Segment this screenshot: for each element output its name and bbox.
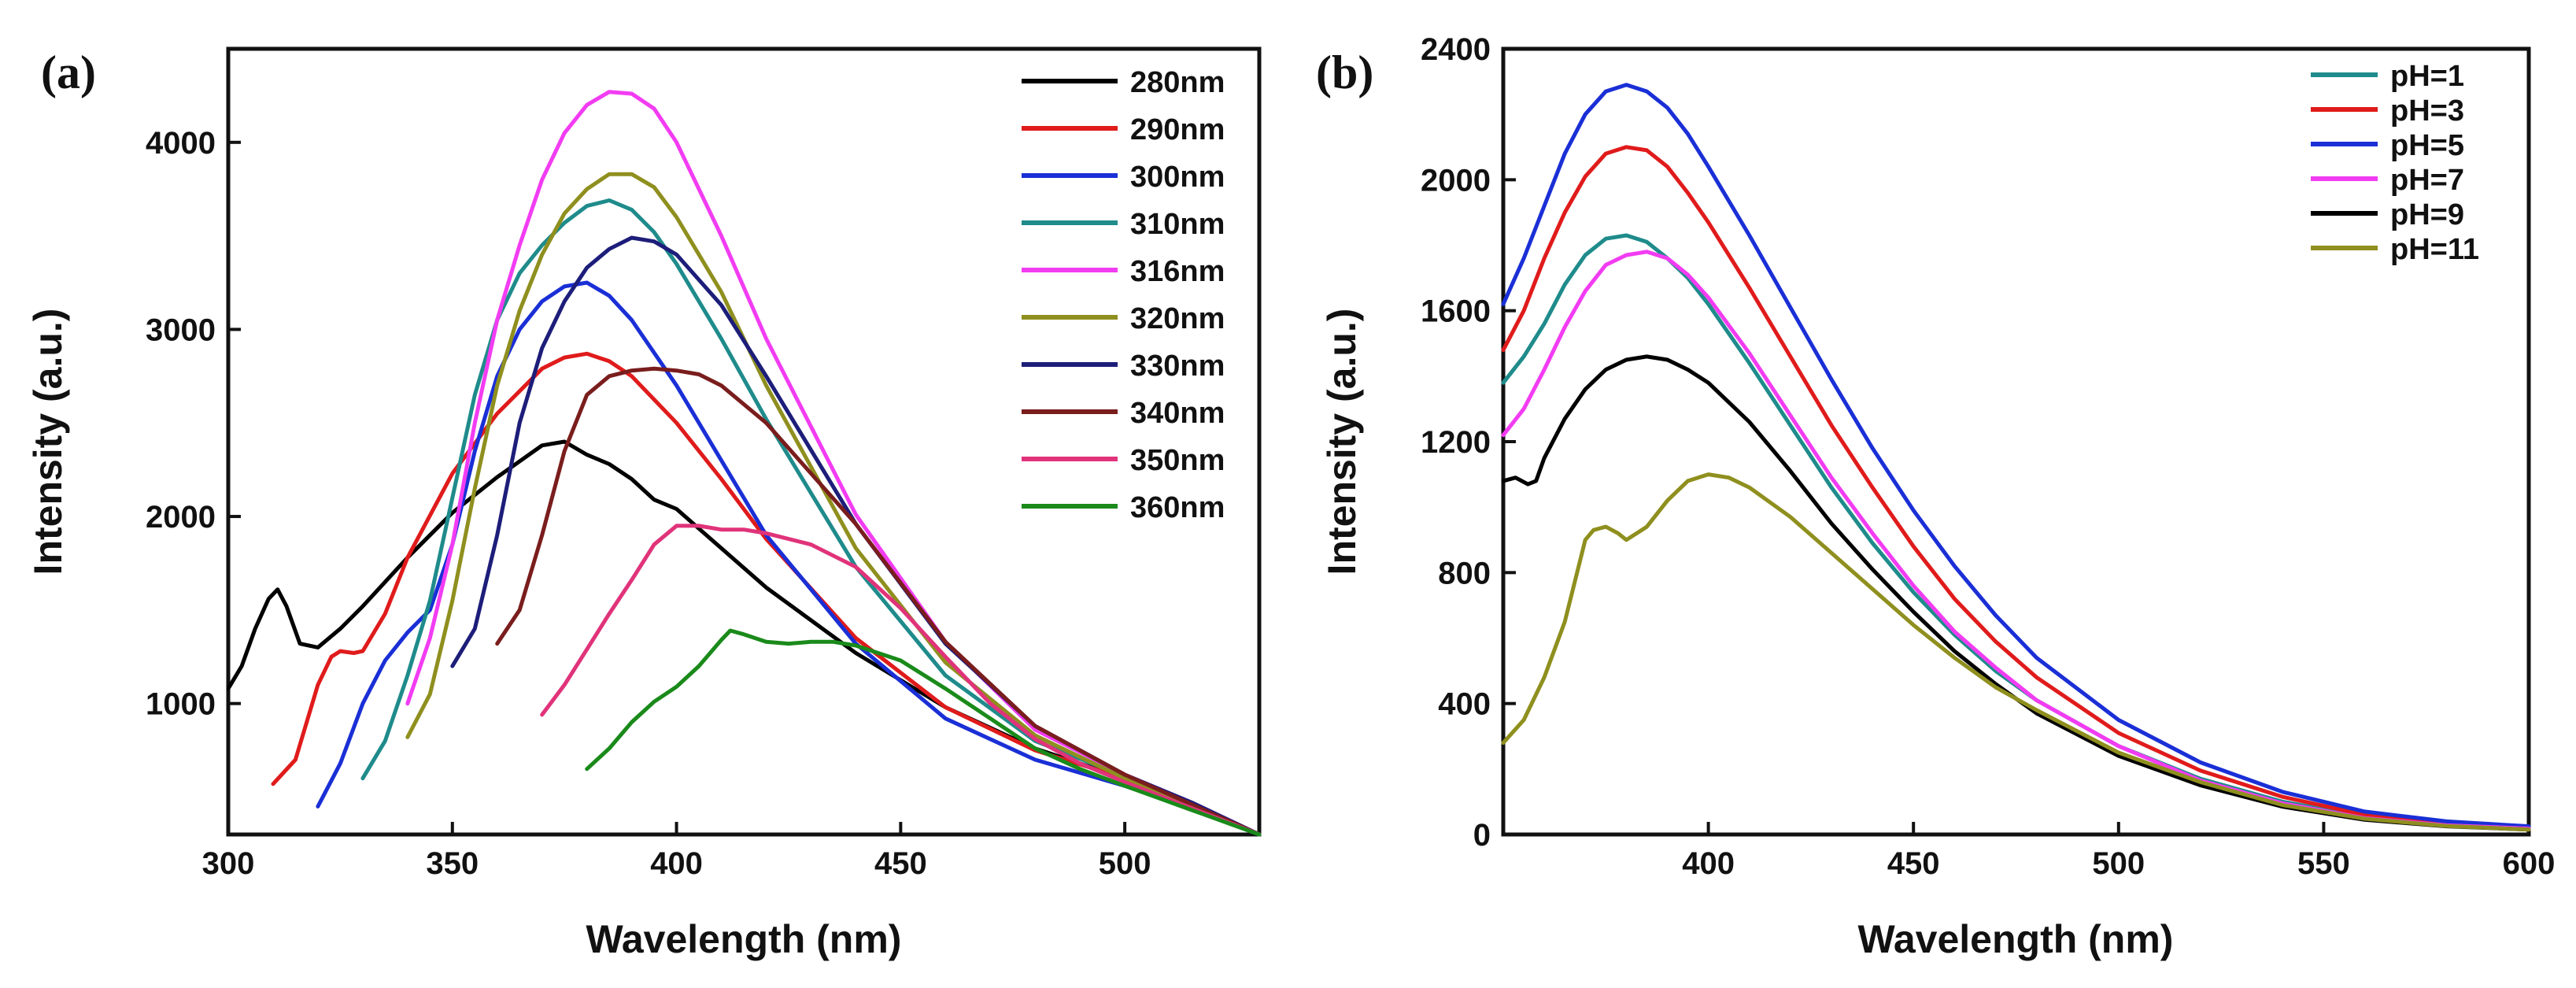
panel-b-legend: pH=1pH=3pH=5pH=7pH=9pH=11 [2311, 60, 2479, 266]
panel-b-legend-label: pH=1 [2390, 60, 2464, 93]
panel-a-series-340nm [495, 366, 1262, 837]
panel-a-y-tick-label: 4000 [146, 126, 216, 161]
panel-a-label: (a) [41, 46, 96, 98]
panel-b-y-tick-label: 400 [1438, 687, 1491, 722]
panel-b-y-axis-title: Intensity (a.u.) [1320, 309, 1364, 575]
panel-b-legend-label: pH=3 [2390, 94, 2464, 128]
panel-a-x-tick-label: 500 [1099, 846, 1151, 881]
panel-b-y-tick-label: 1600 [1421, 294, 1491, 329]
panel-a-legend-label: 360nm [1130, 491, 1225, 524]
panel-b: (b) 400 450 500 550 600 0 400 800 1200 1600 2000 24… [1316, 32, 2555, 961]
panel-a-x-axis-title: Wavelength (nm) [586, 917, 902, 961]
panel-a-x-tick-label: 400 [650, 846, 703, 881]
panel-b-series-ph-11 [1501, 472, 2531, 832]
panel-b-y-tick-label: 0 [1473, 818, 1491, 853]
panel-a-axes: 300 350 400 450 500 1000 2000 3000 4000 [146, 126, 1151, 881]
panel-b-series-ph-5 [1501, 83, 2531, 829]
panel-b-y-tick-label: 1200 [1421, 425, 1491, 460]
panel-b-y-tick-label: 2000 [1421, 163, 1491, 198]
panel-a-series-360nm [585, 628, 1262, 837]
panel-b-legend-label: pH=11 [2390, 233, 2479, 266]
panel-a-y-axis-title: Intensity (a.u.) [26, 309, 70, 575]
panel-a-x-tick-label: 350 [426, 846, 479, 881]
panel-b-legend-label: pH=7 [2390, 164, 2464, 197]
panel-b-label: (b) [1316, 46, 1373, 98]
panel-a-legend-label: 280nm [1130, 66, 1225, 99]
panel-b-x-tick-label: 600 [2503, 846, 2556, 881]
panel-a: (a) 300 350 400 450 500 1000 2000 3000 4000 280n… [26, 46, 1262, 961]
panel-a-series [226, 90, 1262, 837]
panel-b-y-tick-label: 2400 [1421, 32, 1491, 67]
panel-a-series-290nm [271, 351, 1262, 837]
panel-a-legend-label: 320nm [1130, 302, 1225, 335]
panel-a-plot-frame [226, 46, 1262, 837]
panel-b-legend-label: pH=9 [2390, 198, 2464, 231]
panel-a-y-tick-label: 1000 [146, 687, 216, 722]
panel-b-axes: 400 450 500 550 600 0 400 800 1200 1600 2000 2400 [1421, 32, 2555, 881]
panel-b-series-ph-9 [1501, 354, 2531, 832]
panel-b-legend-label: pH=5 [2390, 129, 2464, 162]
panel-b-series [1501, 83, 2531, 832]
panel-b-x-axis-title: Wavelength (nm) [1858, 917, 2174, 961]
panel-a-legend-label: 290nm [1130, 113, 1225, 146]
panel-a-series-350nm [540, 524, 1262, 837]
panel-b-x-tick-label: 500 [2092, 846, 2145, 881]
panel-a-legend-label: 340nm [1130, 397, 1225, 430]
panel-a-legend-label: 310nm [1130, 208, 1225, 241]
panel-a-legend-label: 350nm [1130, 444, 1225, 477]
panel-a-x-tick-label: 450 [874, 846, 927, 881]
panel-a-legend-label: 300nm [1130, 161, 1225, 194]
panel-b-y-tick-label: 800 [1438, 556, 1491, 590]
panel-b-x-tick-label: 450 [1887, 846, 1940, 881]
panel-a-legend: 280nm 290nm 300nm 310nm 316nm 320nm 330nm 340nm… [1022, 66, 1225, 524]
panel-b-x-tick-label: 550 [2297, 846, 2350, 881]
panel-a-x-tick-label: 300 [202, 846, 255, 881]
panel-b-x-tick-label: 400 [1682, 846, 1735, 881]
panel-a-series-310nm [360, 198, 1262, 837]
panel-b-series-ph-3 [1501, 145, 2531, 831]
panel-a-y-tick-label: 3000 [146, 313, 216, 347]
panel-a-legend-label: 316nm [1130, 255, 1225, 288]
panel-a-series-320nm [405, 172, 1262, 837]
panel-a-y-tick-label: 2000 [146, 500, 216, 535]
panel-a-legend-label: 330nm [1130, 350, 1225, 383]
